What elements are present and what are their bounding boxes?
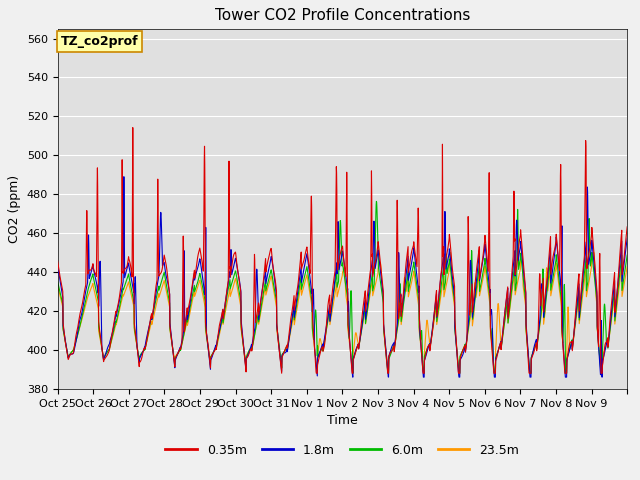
Y-axis label: CO2 (ppm): CO2 (ppm)	[8, 175, 21, 243]
X-axis label: Time: Time	[327, 414, 358, 427]
Legend: 0.35m, 1.8m, 6.0m, 23.5m: 0.35m, 1.8m, 6.0m, 23.5m	[161, 439, 524, 462]
Text: TZ_co2prof: TZ_co2prof	[60, 35, 138, 48]
Title: Tower CO2 Profile Concentrations: Tower CO2 Profile Concentrations	[214, 9, 470, 24]
